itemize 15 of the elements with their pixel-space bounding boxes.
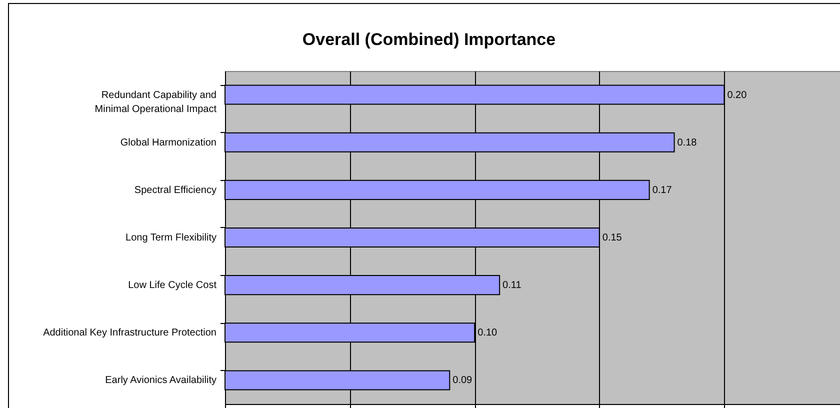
y-tick-label: Additional Key Infrastructure Protection (43, 328, 216, 339)
chart-title: Overall (Combined) Importance (302, 30, 556, 49)
data-label: 0.10 (478, 328, 498, 339)
y-tick-label: Long Term Flexibility (126, 232, 216, 244)
data-label: 0.18 (677, 137, 698, 148)
y-tick-label: Early Avionics Availability (105, 375, 216, 386)
data-label: 0.11 (502, 280, 522, 292)
data-label: 0.17 (652, 184, 672, 196)
data-label: 0.20 (727, 90, 748, 101)
y-tick-label: Low Life Cycle Cost (128, 280, 217, 292)
y-tick-label: Spectral Efficiency (134, 184, 216, 196)
y-tick-label: Global Harmonization (120, 137, 216, 148)
y-tick-label: Redundant Capability and Minimal Operational Impact (94, 90, 217, 115)
data-label: 0.09 (452, 375, 473, 386)
data-label: 0.15 (602, 232, 622, 244)
